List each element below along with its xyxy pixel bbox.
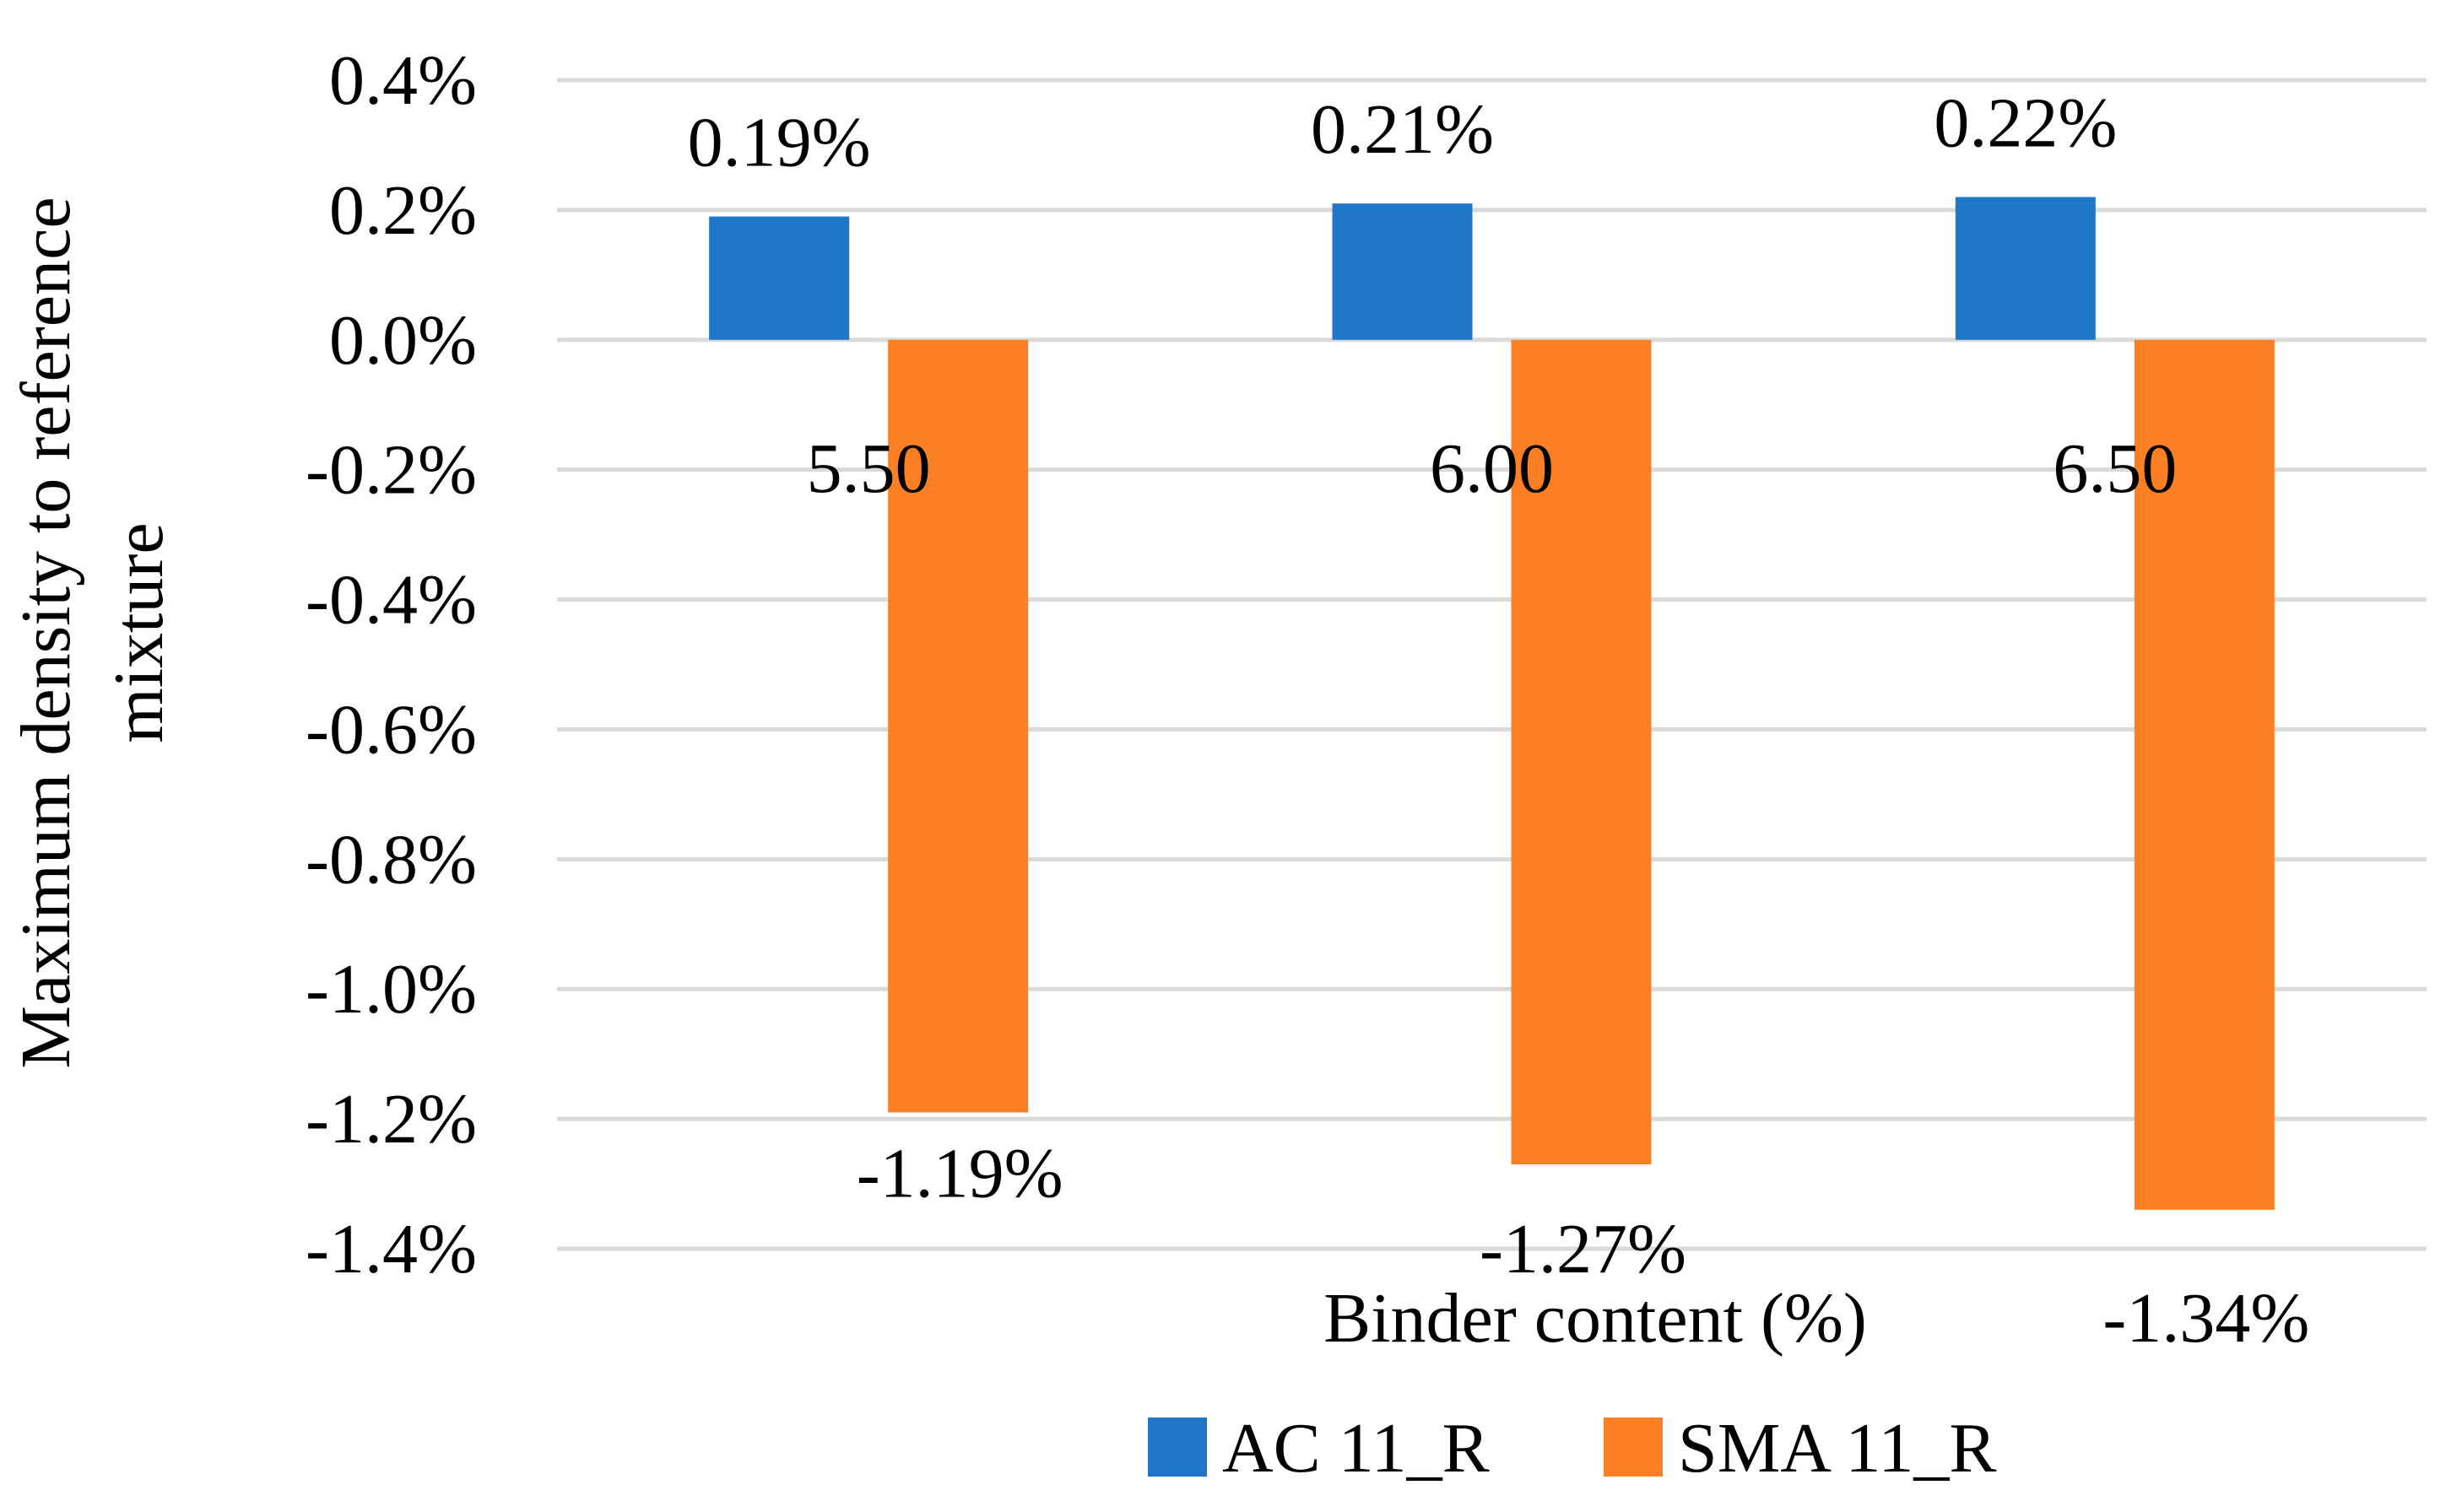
bar-ac-11-r (1332, 203, 1473, 340)
legend-label: AC 11_R (1222, 1409, 1490, 1488)
bar-ac-11-r (1955, 197, 2096, 340)
bars (709, 197, 2275, 1210)
data-label: 0.21% (1311, 90, 1494, 169)
category-label: 5.50 (807, 429, 931, 508)
legend: AC 11_R SMA 11_R (1148, 1409, 1996, 1488)
y-tick-label: -0.6% (306, 690, 477, 769)
x-axis-title: Binder content (%) (1323, 1279, 1867, 1358)
y-tick-label: 0.4% (329, 41, 477, 120)
y-tick-label: -1.0% (306, 950, 477, 1029)
y-axis-title-text: Maximum density to reference mixture (7, 197, 178, 1068)
data-label: 0.22% (1934, 84, 2117, 163)
data-label: 0.19% (688, 104, 871, 182)
legend-swatch (1604, 1418, 1663, 1477)
data-label: -1.34% (2102, 1279, 2309, 1358)
bar-sma-11-r (1511, 339, 1652, 1164)
y-tick-label: -0.4% (306, 561, 477, 640)
y-axis-title-line: mixture (100, 522, 178, 742)
legend-label: SMA 11_R (1678, 1409, 1996, 1488)
y-tick-label: -0.8% (306, 820, 477, 899)
y-tick-label: -0.2% (306, 431, 477, 510)
legend-swatch (1148, 1418, 1207, 1477)
category-label: 6.50 (2053, 429, 2177, 508)
bar-sma-11-r (2134, 339, 2275, 1210)
y-axis-title-line: Maximum density to reference (7, 197, 85, 1068)
y-axis-ticks: 0.4% 0.2% 0.0% -0.2% -0.4% -0.6% -0.8% -1.0% -1.… (306, 41, 477, 1288)
y-tick-label: 0.2% (329, 171, 477, 250)
bar-sma-11-r (888, 339, 1029, 1113)
y-tick-label: 0.0% (329, 301, 477, 380)
gridlines (557, 78, 2427, 1251)
data-labels: 0.19% -1.19% 0.21% -1.27% 0.22% -1.34% (688, 84, 2310, 1358)
data-label: -1.27% (1480, 1210, 1686, 1288)
y-axis-title: Maximum density to reference mixture (7, 197, 178, 1068)
y-tick-label: -1.4% (306, 1210, 477, 1288)
category-labels: 5.50 6.00 6.50 (807, 429, 2178, 508)
data-label: -1.19% (857, 1134, 1063, 1212)
category-label: 6.00 (1430, 429, 1554, 508)
y-tick-label: -1.2% (306, 1080, 477, 1158)
bar-ac-11-r (709, 216, 850, 340)
